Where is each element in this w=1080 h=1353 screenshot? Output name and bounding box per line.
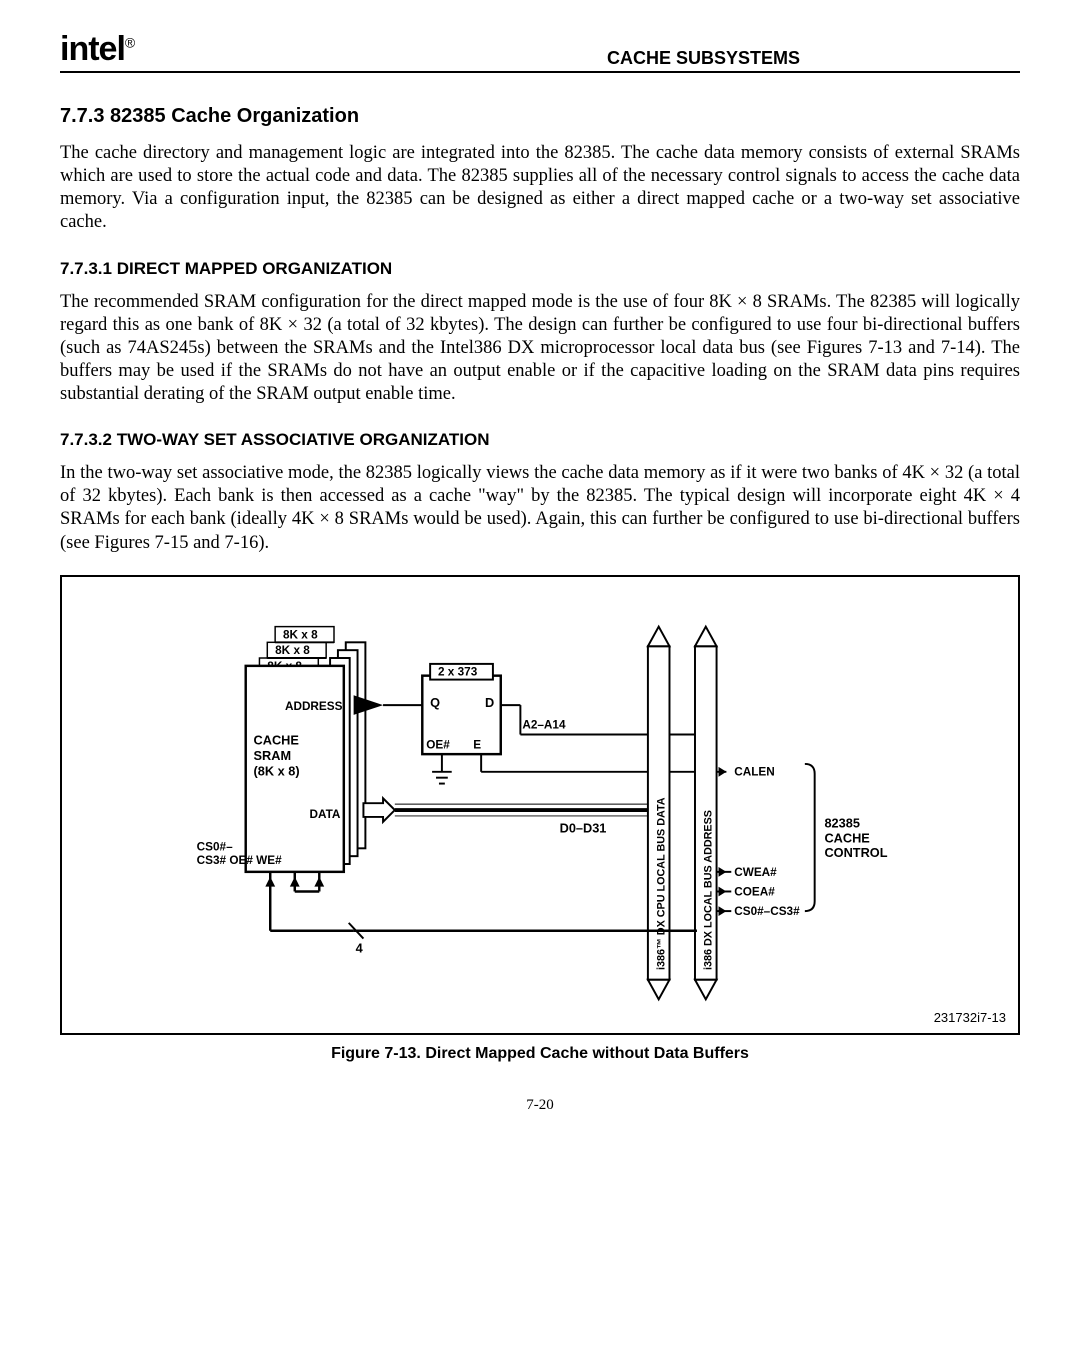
section-num: 7.7.3 bbox=[60, 105, 104, 127]
logo-text: intel bbox=[60, 30, 125, 68]
section-7-7-3-para: The cache directory and management logic… bbox=[60, 142, 1020, 235]
intel-logo: intel® bbox=[60, 30, 134, 69]
subsection-heading-7-7-3-1: 7.7.3.1 DIRECT MAPPED ORGANIZATION bbox=[60, 259, 1020, 279]
figure-7-13: 8K x 8 8K x 8 8K x 8 CACHE SRAM (8K x 8)… bbox=[60, 575, 1020, 1035]
ctrl-label-1: 82385 bbox=[824, 815, 859, 830]
cs-label-1: CS0#– bbox=[197, 840, 233, 853]
a2a14-label: A2–A14 bbox=[522, 718, 566, 731]
sram-title-3: (8K x 8) bbox=[254, 763, 300, 778]
page-number: 7-20 bbox=[60, 1097, 1020, 1114]
ctrl-label-3: CONTROL bbox=[824, 845, 887, 860]
ctrl-label-2: CACHE bbox=[824, 830, 869, 845]
section-title: 82385 Cache Organization bbox=[110, 105, 359, 127]
section-heading-7-7-3: 7.7.3 82385 Cache Organization bbox=[60, 105, 1020, 128]
subsection-num: 7.7.3.2 bbox=[60, 430, 112, 449]
coea-label: COEA# bbox=[734, 885, 775, 898]
sram-label-1: 8K x 8 bbox=[283, 628, 318, 641]
sram-title-2: SRAM bbox=[254, 748, 292, 763]
oe-label: OE# bbox=[426, 738, 450, 751]
calen-label: CALEN bbox=[734, 765, 775, 778]
d-label: D bbox=[485, 695, 494, 710]
four-label: 4 bbox=[356, 940, 364, 955]
figure-id: 231732i7-13 bbox=[934, 1010, 1006, 1025]
cs0cs3-label: CS0#–CS3# bbox=[734, 905, 800, 918]
subsection-title: TWO-WAY SET ASSOCIATIVE ORGANIZATION bbox=[117, 430, 490, 449]
subsection-heading-7-7-3-2: 7.7.3.2 TWO-WAY SET ASSOCIATIVE ORGANIZA… bbox=[60, 430, 1020, 450]
sram-title-1: CACHE bbox=[254, 732, 299, 747]
bus2-label: i386 DX LOCAL BUS ADDRESS bbox=[703, 810, 715, 970]
q-label: Q bbox=[430, 695, 440, 710]
subsection-title: DIRECT MAPPED ORGANIZATION bbox=[117, 259, 392, 278]
cs-label-2: CS3# OE# WE# bbox=[197, 854, 282, 867]
d0d31-label: D0–D31 bbox=[560, 820, 607, 835]
bus1-label: i386™ DX CPU LOCAL BUS DATA bbox=[656, 797, 668, 970]
section-7-7-3-1-para: The recommended SRAM configuration for t… bbox=[60, 291, 1020, 407]
latch-label: 2 x 373 bbox=[438, 665, 478, 678]
chapter-title: CACHE SUBSYSTEMS bbox=[607, 48, 800, 69]
e-label: E bbox=[473, 738, 481, 751]
data-label: DATA bbox=[309, 808, 340, 821]
subsection-num: 7.7.3.1 bbox=[60, 259, 112, 278]
cwea-label: CWEA# bbox=[734, 865, 777, 878]
logo-reg: ® bbox=[125, 35, 134, 51]
figure-caption: Figure 7-13. Direct Mapped Cache without… bbox=[60, 1045, 1020, 1063]
sram-label-2: 8K x 8 bbox=[275, 644, 310, 657]
figure-svg: 8K x 8 8K x 8 8K x 8 CACHE SRAM (8K x 8)… bbox=[82, 607, 998, 1019]
page-header: intel® CACHE SUBSYSTEMS bbox=[60, 30, 1020, 73]
address-label: ADDRESS bbox=[285, 700, 343, 713]
section-7-7-3-2-para: In the two-way set associative mode, the… bbox=[60, 462, 1020, 555]
